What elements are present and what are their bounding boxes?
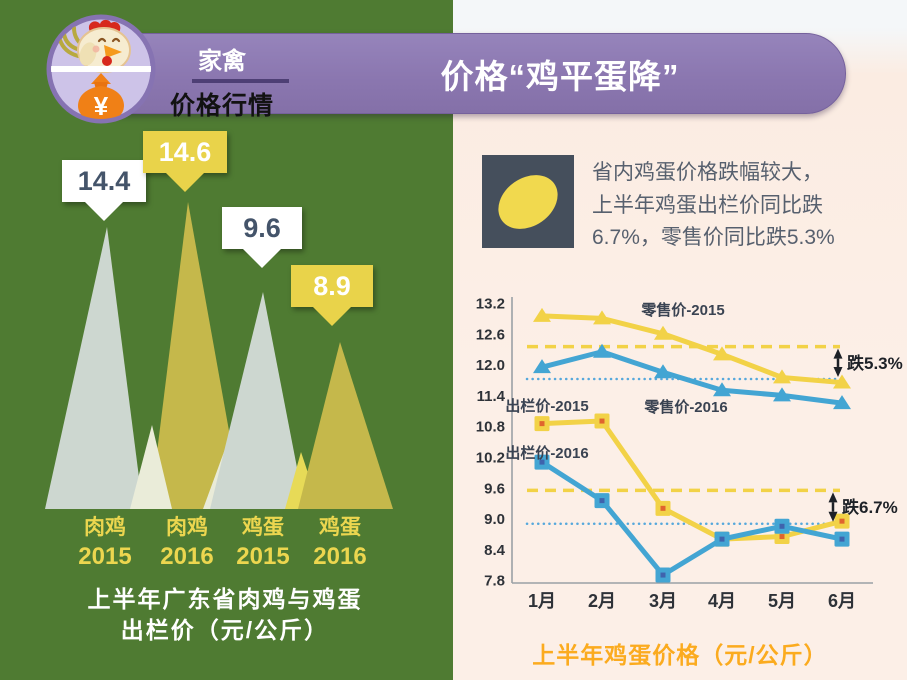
category-egg-2015: 鸡蛋 2015 — [236, 516, 290, 570]
line-chart-title: 上半年鸡蛋价格（元/公斤） — [532, 642, 828, 668]
x-label-2: 3月 — [649, 591, 677, 611]
annotation-arrowhead-up-0 — [833, 348, 843, 359]
series-label-1: 零售价-2016 — [643, 398, 727, 416]
y-tick-2: 12.0 — [476, 357, 505, 374]
value-callout-egg-2015: 9.6 — [222, 207, 302, 268]
marker-0-4 — [773, 369, 791, 384]
category-broiler-2016: 肉鸡 2016 — [160, 516, 214, 570]
x-label-0: 1月 — [528, 591, 556, 611]
annotation-arrowhead-down-0 — [833, 366, 843, 377]
chicken-icon — [58, 19, 131, 73]
y-tick-6: 9.6 — [484, 480, 505, 497]
series-line-2 — [539, 418, 845, 542]
marker-dot-3-0 — [539, 459, 545, 465]
badge-labels: 家禽 价格行情 — [170, 41, 300, 122]
series-line-1 — [539, 349, 845, 406]
marker-1-2 — [654, 364, 672, 379]
y-tick-3: 11.4 — [477, 388, 506, 405]
x-label-5: 6月 — [828, 591, 856, 611]
note-line-1: 省内鸡蛋价格跌幅较大， — [592, 161, 823, 184]
y-tick-4: 10.8 — [476, 419, 505, 436]
category-broiler-2015: 肉鸡 2015 — [78, 516, 132, 570]
y-tick-8: 8.4 — [484, 542, 506, 559]
bar-broiler-2016 — [150, 202, 243, 509]
marker-1-5 — [833, 395, 851, 410]
marker-1-4 — [773, 387, 791, 402]
series-label-2: 出栏价-2015 — [505, 397, 588, 415]
marker-dot-2-0 — [539, 421, 545, 427]
annotation-arrowhead-up-1 — [828, 492, 838, 503]
bar-egg-2015 — [210, 292, 305, 509]
note-line-2: 上半年鸡蛋出栏价同比跌 — [592, 193, 823, 217]
poultry-badge: ¥ — [44, 12, 158, 126]
annotation-arrowhead-down-1 — [828, 511, 838, 522]
value-callout-broiler-2015: 14.4 — [62, 160, 146, 221]
y-tick-1: 12.6 — [476, 326, 505, 343]
marker-dot-2-4 — [779, 534, 785, 540]
annotation-text-1: 跌6.7% — [842, 498, 898, 517]
marker-dot-3-1 — [599, 498, 605, 504]
marker-1-0 — [533, 359, 551, 374]
badge-top-label: 家禽 — [198, 48, 246, 75]
series-line-0 — [539, 313, 845, 386]
egg-tile — [482, 155, 574, 248]
marker-0-0 — [533, 307, 551, 322]
y-tick-5: 10.2 — [476, 449, 505, 466]
caption-line-1: 上半年广东省肉鸡与鸡蛋 — [87, 586, 363, 612]
badge-label-divider — [192, 79, 289, 83]
x-label-4: 5月 — [768, 591, 796, 611]
category-egg-2016: 鸡蛋 2016 — [313, 516, 367, 570]
page-title: 价格“鸡平蛋降” — [440, 58, 680, 95]
marker-0-2 — [654, 325, 672, 340]
y-tick-9: 7.8 — [484, 573, 505, 590]
badge-bottom-label: 价格行情 — [170, 92, 275, 120]
note-line-3: 6.7%，零售价同比跌5.3% — [592, 226, 835, 249]
x-label-1: 2月 — [588, 591, 616, 611]
bar-egg-2016 — [298, 342, 393, 509]
marker-0-3 — [713, 346, 731, 361]
mountain-triangle-chart — [45, 202, 393, 509]
header-bar — [96, 33, 846, 114]
series-label-3: 出栏价-2016 — [505, 444, 588, 462]
echo-triangle-1 — [130, 425, 172, 509]
marker-dot-2-1 — [599, 418, 605, 424]
caption-line-2: 出栏价（元/公斤） — [120, 617, 330, 643]
egg-price-note: 省内鸡蛋价格跌幅较大， 上半年鸡蛋出栏价同比跌 6.7%，零售价同比跌5.3% — [592, 157, 904, 255]
marker-dot-3-2 — [660, 572, 666, 578]
x-label-3: 4月 — [708, 591, 736, 611]
marker-0-5 — [833, 374, 851, 389]
series-line-3 — [539, 459, 845, 578]
y-tick-0: 13.2 — [476, 296, 505, 313]
series-label-0: 零售价-2015 — [640, 301, 724, 319]
y-tick-7: 9.0 — [484, 511, 505, 528]
marker-dot-3-4 — [779, 523, 785, 529]
marker-dot-2-2 — [660, 505, 666, 511]
annotation-text-0: 跌5.3% — [847, 354, 903, 373]
marker-dot-2-5 — [839, 518, 845, 524]
marker-dot-3-3 — [719, 536, 725, 542]
egg-price-line-chart: 13.2 12.6 12.0 11.4 10.8 10.2 9.6 9.0 8.4 7.8 1月 2月… — [476, 296, 903, 612]
egg-icon — [498, 175, 558, 229]
money-symbol: ¥ — [94, 91, 109, 121]
marker-0-1 — [593, 310, 611, 325]
value-callout-broiler-2016: 14.6 — [143, 131, 227, 192]
marker-dot-3-5 — [839, 536, 845, 542]
badge-graphic: ¥ — [46, 14, 156, 124]
marker-1-3 — [713, 382, 731, 397]
bar-broiler-2015 — [45, 227, 143, 509]
marker-1-1 — [593, 343, 611, 358]
money-bag-icon: ¥ — [78, 73, 124, 121]
value-callout-egg-2016: 8.9 — [291, 265, 373, 326]
mountain-chart-caption: 上半年广东省肉鸡与鸡蛋 出栏价（元/公斤） — [20, 584, 430, 646]
